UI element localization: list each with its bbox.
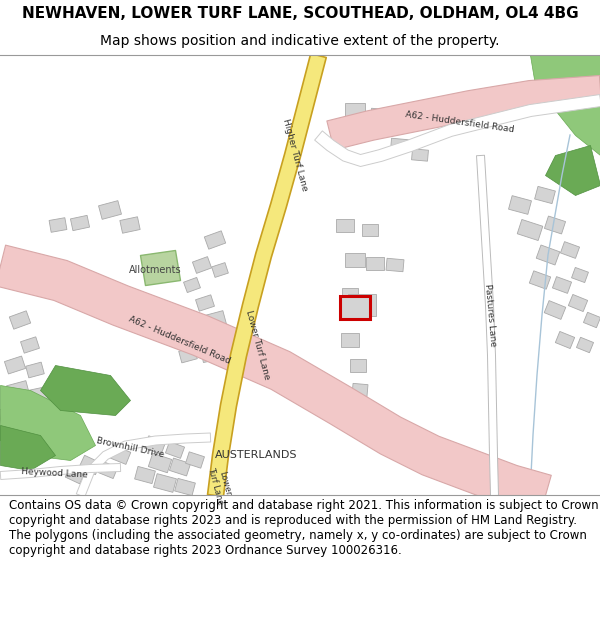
Bar xyxy=(391,138,409,152)
Text: A62 - Huddersfield Road: A62 - Huddersfield Road xyxy=(405,110,515,134)
Bar xyxy=(134,466,155,484)
Bar xyxy=(371,108,389,122)
Bar xyxy=(568,294,587,311)
Bar xyxy=(350,359,366,371)
Bar xyxy=(201,348,219,362)
Text: Lower
Turf Lane: Lower Turf Lane xyxy=(206,464,235,506)
Bar xyxy=(184,278,200,292)
Text: Higher Turf Lane: Higher Turf Lane xyxy=(281,118,309,192)
Bar xyxy=(26,362,44,378)
Bar xyxy=(362,224,378,236)
Text: Heywood Lane: Heywood Lane xyxy=(22,467,89,479)
Bar xyxy=(4,356,26,374)
Bar xyxy=(98,201,121,219)
Bar xyxy=(79,455,101,475)
Bar xyxy=(70,216,89,231)
Bar xyxy=(341,333,359,347)
Bar xyxy=(175,478,196,496)
Bar xyxy=(544,301,566,319)
Bar xyxy=(179,347,197,363)
Bar xyxy=(145,436,166,454)
Text: Contains OS data © Crown copyright and database right 2021. This information is : Contains OS data © Crown copyright and d… xyxy=(9,499,599,557)
Bar xyxy=(0,406,21,424)
Bar xyxy=(65,466,85,484)
Text: Allotments: Allotments xyxy=(128,265,181,275)
Bar xyxy=(212,262,229,278)
Bar xyxy=(120,217,140,233)
Text: Pastures Lane: Pastures Lane xyxy=(483,283,497,347)
Text: NEWHAVEN, LOWER TURF LANE, SCOUTHEAD, OLDHAM, OL4 4BG: NEWHAVEN, LOWER TURF LANE, SCOUTHEAD, OL… xyxy=(22,6,578,21)
Text: A62 - Huddersfield Road: A62 - Huddersfield Road xyxy=(128,314,232,366)
Bar xyxy=(336,219,354,231)
Bar xyxy=(509,196,532,214)
Bar xyxy=(22,407,42,423)
Text: Brownhill Drive: Brownhill Drive xyxy=(95,436,164,459)
Bar xyxy=(10,311,31,329)
Bar xyxy=(109,446,131,464)
Bar xyxy=(556,331,575,349)
Bar xyxy=(169,458,191,476)
Bar xyxy=(535,186,556,204)
Bar xyxy=(577,338,593,352)
Bar xyxy=(386,258,404,272)
Bar xyxy=(348,294,376,316)
Bar xyxy=(342,288,358,302)
Bar xyxy=(196,295,214,311)
Bar xyxy=(28,387,48,403)
Bar xyxy=(205,231,226,249)
Bar xyxy=(190,331,211,349)
Bar xyxy=(536,245,560,265)
Bar xyxy=(193,257,212,273)
Bar xyxy=(352,383,368,397)
Bar xyxy=(340,296,370,319)
Bar xyxy=(203,311,226,329)
Bar xyxy=(154,474,176,492)
Bar xyxy=(345,103,365,117)
Bar xyxy=(583,312,600,328)
Bar xyxy=(148,453,172,472)
Bar xyxy=(98,461,118,479)
Bar xyxy=(20,337,40,353)
Bar xyxy=(560,242,580,258)
Bar xyxy=(517,219,543,241)
Bar xyxy=(49,217,67,232)
Bar xyxy=(529,271,551,289)
Text: Map shows position and indicative extent of the property.: Map shows position and indicative extent… xyxy=(100,34,500,48)
Bar xyxy=(185,452,205,468)
Text: AUSTERLANDS: AUSTERLANDS xyxy=(215,450,298,460)
Text: Lower Turf Lane: Lower Turf Lane xyxy=(244,309,272,381)
Bar xyxy=(7,381,29,399)
Bar xyxy=(572,268,589,282)
Bar xyxy=(544,216,566,234)
Bar xyxy=(412,149,428,161)
Bar xyxy=(366,256,384,269)
Bar xyxy=(345,253,365,267)
Bar xyxy=(166,442,185,458)
Bar xyxy=(553,277,572,293)
